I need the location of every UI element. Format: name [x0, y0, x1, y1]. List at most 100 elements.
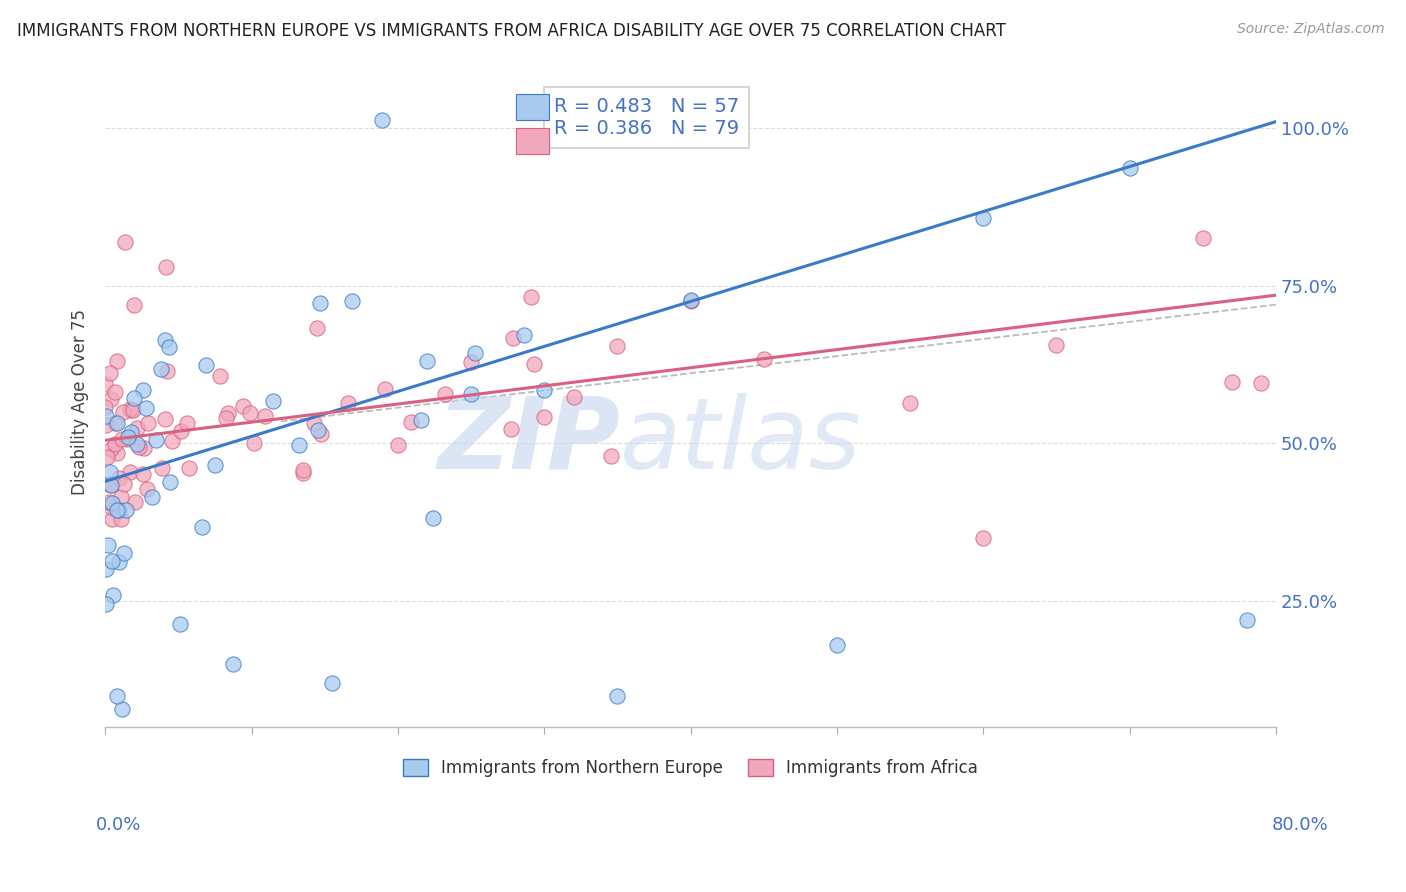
Point — [606, 689, 628, 703]
Point — [101, 512, 124, 526]
Point — [134, 441, 156, 455]
Point — [305, 321, 328, 335]
Point — [262, 394, 284, 409]
Point — [124, 494, 146, 508]
Point — [101, 588, 124, 602]
Point — [150, 362, 173, 376]
Point — [136, 416, 159, 430]
Point — [100, 477, 122, 491]
Point — [232, 399, 254, 413]
Point — [825, 639, 848, 653]
Point — [239, 406, 262, 420]
Point — [169, 617, 191, 632]
Text: Source: ZipAtlas.com: Source: ZipAtlas.com — [1237, 22, 1385, 37]
Point — [411, 413, 433, 427]
Point — [112, 404, 135, 418]
Point — [292, 466, 315, 480]
Y-axis label: Disability Age Over 75: Disability Age Over 75 — [72, 310, 89, 495]
Point — [399, 415, 422, 429]
Point — [98, 465, 121, 479]
Point — [132, 467, 155, 481]
Point — [194, 358, 217, 372]
Point — [125, 421, 148, 435]
Point — [222, 657, 245, 672]
FancyBboxPatch shape — [516, 128, 548, 154]
Point — [110, 490, 132, 504]
Point — [108, 555, 131, 569]
Point — [145, 433, 167, 447]
Point — [217, 406, 239, 420]
Point — [101, 554, 124, 568]
Point — [150, 460, 173, 475]
Point — [105, 416, 128, 430]
Point — [105, 689, 128, 703]
Point — [243, 435, 266, 450]
Point — [533, 384, 555, 398]
Point — [1250, 376, 1272, 390]
Point — [336, 395, 359, 409]
Point — [679, 293, 702, 308]
Point — [96, 450, 118, 464]
Point — [128, 441, 150, 455]
Point — [460, 387, 482, 401]
Point — [117, 430, 139, 444]
Point — [97, 495, 120, 509]
Point — [120, 425, 142, 440]
Point — [302, 416, 325, 430]
Point — [464, 346, 486, 360]
Point — [122, 403, 145, 417]
Point — [112, 546, 135, 560]
Point — [155, 260, 177, 274]
Point — [104, 437, 127, 451]
Point — [98, 366, 121, 380]
Point — [105, 445, 128, 459]
Point — [104, 385, 127, 400]
Point — [120, 465, 142, 479]
Point — [309, 295, 332, 310]
Point — [1118, 161, 1140, 175]
Point — [599, 449, 621, 463]
Point — [533, 410, 555, 425]
Point — [422, 510, 444, 524]
Point — [141, 490, 163, 504]
Text: atlas: atlas — [620, 393, 862, 490]
Point — [100, 392, 122, 406]
Point — [499, 422, 522, 436]
Point — [96, 562, 118, 576]
Point — [110, 511, 132, 525]
Point — [416, 354, 439, 368]
Point — [120, 402, 142, 417]
Point — [94, 597, 117, 611]
Point — [105, 353, 128, 368]
Point — [103, 417, 125, 431]
Point — [254, 409, 277, 423]
Point — [523, 357, 546, 371]
Point — [122, 392, 145, 406]
Point — [131, 383, 153, 397]
Text: ZIP: ZIP — [437, 393, 620, 490]
Point — [176, 416, 198, 430]
Point — [114, 503, 136, 517]
Point — [177, 461, 200, 475]
Point — [153, 334, 176, 348]
Text: IMMIGRANTS FROM NORTHERN EUROPE VS IMMIGRANTS FROM AFRICA DISABILITY AGE OVER 75: IMMIGRANTS FROM NORTHERN EUROPE VS IMMIG… — [17, 22, 1005, 40]
Point — [190, 520, 212, 534]
Point — [340, 294, 363, 309]
Point — [502, 331, 524, 345]
Point — [94, 401, 117, 415]
Point — [108, 471, 131, 485]
Point — [97, 538, 120, 552]
Point — [972, 531, 994, 545]
Point — [321, 676, 343, 690]
FancyBboxPatch shape — [516, 94, 548, 120]
Point — [135, 482, 157, 496]
Point — [100, 442, 122, 456]
Point — [1236, 613, 1258, 627]
Point — [215, 411, 238, 425]
Point — [679, 293, 702, 307]
Point — [100, 500, 122, 514]
Point — [98, 477, 121, 491]
Point — [370, 112, 392, 127]
Point — [127, 436, 149, 450]
Point — [105, 503, 128, 517]
